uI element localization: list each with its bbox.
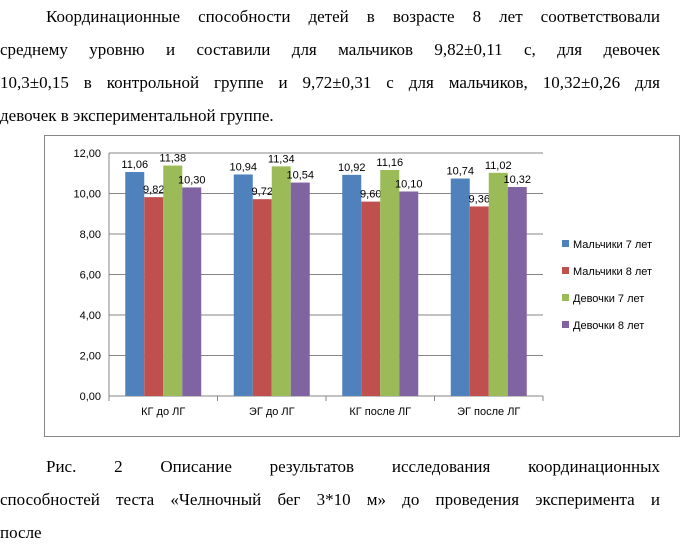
y-tick-label: 0,00	[80, 391, 101, 403]
figure-caption: Рис. 2 Описание результатов исследования…	[0, 450, 660, 549]
category-label: КГ после ЛГ	[349, 406, 411, 418]
data-label: 10,92	[338, 162, 366, 174]
data-label: 9,72	[252, 186, 273, 198]
legend-swatch	[562, 240, 569, 247]
bar	[233, 174, 253, 396]
data-label: 10,10	[395, 178, 423, 190]
y-tick-label: 8,00	[80, 229, 101, 241]
bar	[450, 178, 470, 396]
data-label: 11,06	[121, 159, 148, 171]
bar	[399, 191, 419, 396]
bar	[361, 201, 381, 396]
bar	[125, 172, 145, 396]
y-tick-label: 6,00	[80, 270, 101, 282]
bar	[252, 199, 272, 396]
data-label: 11,02	[485, 160, 512, 172]
legend-swatch	[562, 321, 569, 328]
y-tick-label: 12,00	[73, 148, 101, 160]
bar	[488, 172, 508, 396]
bar	[163, 165, 183, 396]
data-label: 11,38	[159, 153, 186, 165]
bar	[507, 187, 527, 396]
legend-swatch	[562, 294, 569, 301]
data-label: 9,60	[360, 189, 381, 201]
y-tick-label: 2,00	[80, 351, 101, 363]
data-label: 10,54	[286, 170, 314, 182]
legend-label: Девочки 7 лет	[573, 293, 644, 305]
intro-line-1: Координационные способности детей в возр…	[46, 7, 660, 26]
category-label: ЭГ после ЛГ	[457, 406, 520, 418]
bar	[342, 174, 362, 396]
data-label: 10,30	[178, 174, 206, 186]
category-label: КГ до ЛГ	[141, 406, 185, 418]
chart-frame: 0,00 2,00 4,00 6,00 8,00 10,00 12,00 11,06 9,82 1…	[44, 135, 680, 437]
bar	[182, 187, 202, 396]
data-label: 10,94	[229, 161, 257, 173]
y-tick-label: 4,00	[80, 310, 101, 322]
legend-label: Мальчики 7 лет	[573, 239, 652, 251]
bar-chart: 0,00 2,00 4,00 6,00 8,00 10,00 12,00 11,06 9,82 1…	[73, 148, 652, 418]
caption-line-1: Рис. 2 Описание результатов исследования…	[46, 457, 660, 476]
intro-line-3: 10,3±0,15 в контрольной группе и 9,72±0,…	[0, 73, 660, 92]
bar	[290, 182, 310, 396]
data-label: 9,82	[143, 184, 164, 196]
y-tick-label: 10,00	[73, 189, 101, 201]
legend-label: Девочки 8 лет	[573, 320, 644, 332]
caption-line-2: способностей теста «Челночный бег 3*10 м…	[0, 490, 660, 509]
category-label: ЭГ до ЛГ	[249, 406, 295, 418]
bar	[144, 197, 164, 396]
data-label: 11,16	[376, 157, 403, 169]
intro-line-4: девочек в экспериментальной группе.	[0, 106, 274, 125]
legend-swatch	[562, 267, 569, 274]
caption-line-3: после	[0, 523, 42, 542]
bar	[271, 166, 291, 396]
intro-line-2: среднему уровню и составили для мальчико…	[0, 40, 660, 59]
data-label: 10,74	[446, 166, 474, 178]
bar	[469, 206, 489, 396]
intro-paragraph: Координационные способности детей в возр…	[0, 0, 660, 132]
bar	[380, 170, 400, 396]
legend-label: Мальчики 8 лет	[573, 266, 652, 278]
data-label: 11,34	[268, 153, 295, 165]
data-label: 9,36	[469, 193, 490, 205]
data-label: 10,32	[503, 174, 531, 186]
